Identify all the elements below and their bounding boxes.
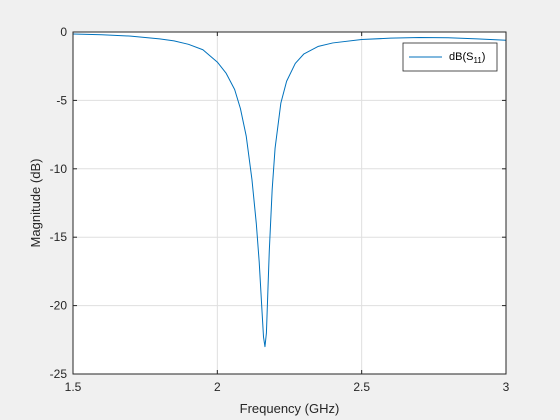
y-tick-label: -10 (50, 162, 68, 176)
legend-label: dB(S (449, 51, 473, 63)
plot-area (73, 32, 506, 374)
y-tick-label: 0 (60, 25, 67, 39)
x-tick-label: 2.5 (353, 380, 370, 394)
y-tick-label: -15 (50, 230, 68, 244)
tick-layer (72, 31, 507, 375)
legend: dB(S11) (402, 42, 498, 72)
x-tick-label: 1.5 (65, 380, 82, 394)
axes-box (72, 31, 507, 375)
x-axis-label: Frequency (GHz) (240, 401, 340, 416)
legend-subscript: 11 (473, 56, 482, 65)
legend-entry: dB(S11) (449, 51, 485, 65)
y-axis-label: Magnitude (dB) (28, 159, 43, 248)
x-tick-label: 2 (214, 380, 221, 394)
tick-label-layer: 1.5 2 2.5 3 0 -5 -10 -15 -20 -25 (50, 25, 510, 394)
legend-box (402, 42, 498, 72)
legend-suffix: ) (482, 51, 486, 63)
y-tick-label: -5 (56, 93, 67, 107)
y-tick-label: -25 (50, 367, 68, 381)
series-line (72, 33, 507, 348)
x-tick-label: 3 (503, 380, 510, 394)
series-layer (72, 33, 507, 348)
y-tick-label: -20 (50, 299, 68, 313)
